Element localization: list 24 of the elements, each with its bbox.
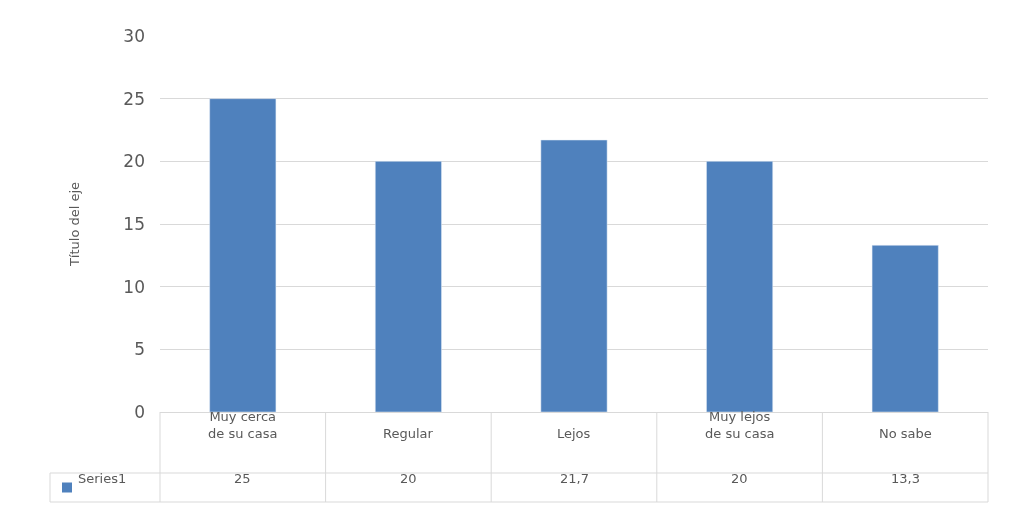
y-tick-label: 10 bbox=[123, 276, 145, 297]
y-axis-title: Título del eje bbox=[67, 181, 83, 268]
bar bbox=[706, 161, 773, 412]
data-label: 13,3 bbox=[891, 471, 920, 486]
bar bbox=[540, 139, 608, 412]
x-tick-label: Muy lejos de su casa bbox=[705, 409, 775, 441]
y-tick-label: 5 bbox=[134, 339, 145, 360]
data-label: 25 bbox=[234, 471, 251, 486]
y-tick-label: 15 bbox=[123, 213, 145, 234]
y-tick-label: 20 bbox=[123, 151, 145, 172]
data-label: 20 bbox=[731, 471, 748, 486]
x-tick-label: Regular bbox=[383, 426, 434, 441]
y-tick-label: 30 bbox=[123, 25, 145, 46]
bar bbox=[871, 245, 939, 412]
data-label: 20 bbox=[400, 471, 417, 486]
x-tick-label: No sabe bbox=[879, 426, 932, 441]
bar bbox=[375, 161, 442, 412]
y-tick-label: 0 bbox=[134, 401, 145, 422]
x-tick-label: Muy cerca de su casa bbox=[208, 409, 278, 441]
data-label: 21,7 bbox=[560, 471, 589, 486]
y-tick-label: 25 bbox=[123, 88, 145, 109]
bar bbox=[209, 98, 277, 412]
x-tick-label: Lejos bbox=[557, 426, 591, 441]
legend-label: Series1 bbox=[78, 471, 127, 486]
